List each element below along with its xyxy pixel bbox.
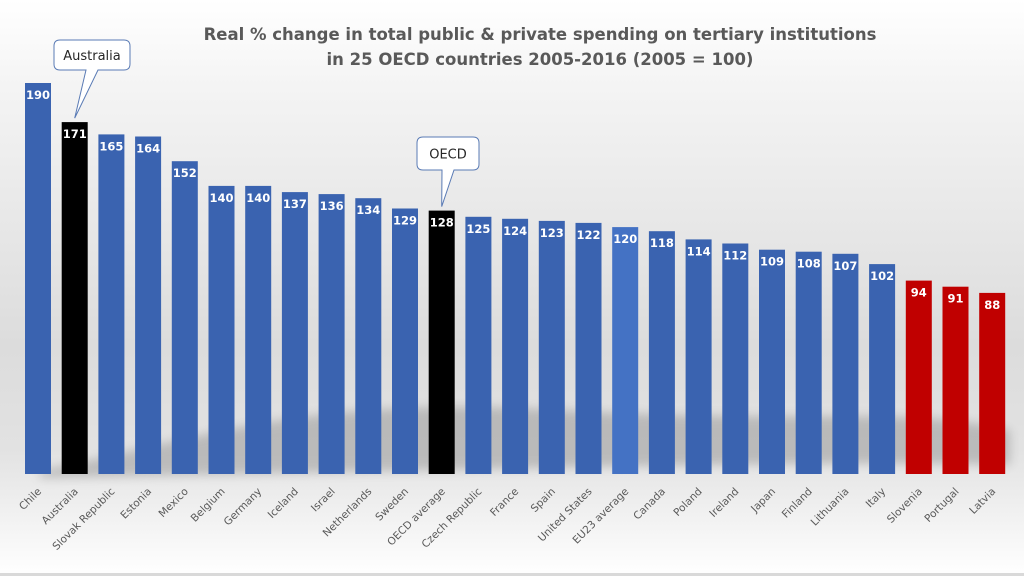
data-label-spain: 123 (540, 226, 564, 240)
bar-france (502, 218, 529, 474)
bar-spain (538, 220, 565, 474)
data-label-chile: 190 (26, 88, 50, 102)
data-label-portugal: 91 (947, 292, 963, 306)
data-label-czech-republic: 125 (466, 222, 490, 236)
bar-poland (685, 239, 712, 474)
bar-czech-republic (465, 216, 492, 475)
bar-eu23-average (612, 227, 639, 474)
callout-text-australia: Australia (63, 49, 121, 64)
data-label-finland: 108 (797, 257, 821, 271)
bar-sweden (392, 208, 418, 474)
bar-iceland (281, 192, 308, 474)
data-label-mexico: 152 (173, 166, 197, 180)
bar-united-states (575, 222, 602, 474)
callout-text-oecd: OECD (429, 148, 467, 163)
callouts: Australia OECD (53, 39, 480, 207)
bar-finland (795, 251, 822, 474)
callout-oecd (416, 136, 480, 207)
data-label-israel: 136 (320, 199, 344, 213)
data-label-eu23-average: 120 (613, 232, 637, 246)
bars (25, 83, 1006, 475)
bar-ireland (722, 243, 749, 474)
bar-germany (245, 185, 272, 474)
data-label-slovak-republic: 165 (99, 139, 123, 153)
chart-subtitle: in 25 OECD countries 2005-2016 (2005 = 1… (327, 50, 754, 69)
chart-title: Real % change in total public & private … (204, 25, 877, 44)
data-label-poland: 114 (687, 244, 711, 258)
data-label-italy: 102 (870, 269, 894, 283)
data-label-australia: 171 (63, 127, 87, 141)
bar-chile (25, 83, 51, 474)
bar-oecd-average (428, 210, 455, 474)
bar-belgium (208, 185, 235, 474)
data-label-japan: 109 (760, 255, 784, 269)
data-label-oecd-average: 128 (430, 216, 454, 230)
bar-lithuania (832, 253, 859, 474)
data-label-lithuania: 107 (833, 259, 857, 273)
bar-japan (759, 249, 785, 474)
callout-australia (53, 39, 131, 119)
data-label-germany: 140 (246, 191, 270, 205)
bar-australia (61, 122, 88, 474)
bar-mexico (171, 161, 198, 474)
bar-netherlands (355, 198, 382, 474)
bottom-border (0, 573, 1024, 576)
data-label-netherlands: 134 (356, 203, 380, 217)
bar-italy (869, 264, 896, 474)
bar-portugal (942, 286, 969, 474)
bar-slovenia (905, 280, 932, 474)
bar-canada (648, 231, 675, 474)
data-label-united-states: 122 (576, 228, 600, 242)
data-label-estonia: 164 (136, 142, 160, 156)
data-label-france: 124 (503, 224, 527, 238)
bar-israel (318, 194, 345, 474)
bar-slovak-republic (98, 134, 125, 474)
data-label-latvia: 88 (984, 298, 1000, 312)
data-label-sweden: 129 (393, 214, 417, 228)
bar-latvia (979, 292, 1006, 474)
bar-estonia (135, 136, 162, 474)
data-label-ireland: 112 (723, 249, 747, 263)
data-label-slovenia: 94 (911, 286, 927, 300)
data-labels: 190 171 165 164 152 140 140 137 136 134 129 128 125 1… (26, 88, 1000, 312)
data-label-iceland: 137 (283, 197, 307, 211)
data-label-canada: 118 (650, 236, 674, 250)
data-label-belgium: 140 (209, 191, 233, 205)
